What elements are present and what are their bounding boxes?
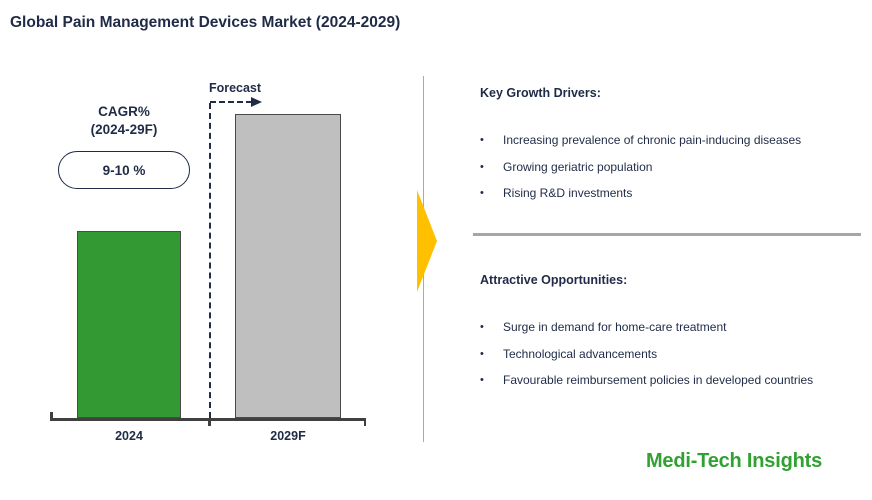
x-axis bbox=[50, 418, 366, 421]
x-label-2024: 2024 bbox=[115, 429, 143, 443]
bullet-icon: • bbox=[480, 321, 484, 333]
bar-2024 bbox=[77, 231, 181, 418]
section-heading-attractive-opportunities: Attractive Opportunities: bbox=[480, 273, 628, 287]
list-item-text: Technological advancements bbox=[503, 346, 658, 361]
bullet-icon: • bbox=[480, 187, 484, 199]
list-item: • Increasing prevalence of chronic pain-… bbox=[480, 130, 856, 151]
axis-tick-right bbox=[363, 420, 366, 426]
yellow-arrow-icon bbox=[417, 190, 437, 292]
key-growth-drivers-list: • Increasing prevalence of chronic pain-… bbox=[480, 130, 856, 210]
cagr-label-line1: CAGR% bbox=[98, 104, 150, 119]
bullet-icon: • bbox=[480, 374, 484, 386]
list-item-text: Increasing prevalence of chronic pain-in… bbox=[503, 133, 802, 147]
list-item: • Surge in demand for home-care treatmen… bbox=[480, 317, 856, 338]
cagr-label: CAGR% (2024-29F) bbox=[58, 103, 190, 139]
brand-logo: Medi-Tech Insights bbox=[645, 450, 822, 472]
list-item-text: Surge in demand for home-care treatment bbox=[503, 320, 727, 334]
list-item: • Growing geriatric population bbox=[480, 157, 856, 178]
list-item-text: Growing geriatric population bbox=[503, 159, 653, 174]
forecast-dashed-line bbox=[210, 101, 252, 103]
bullet-icon: • bbox=[480, 347, 484, 360]
forecast-boundary-dashed-line bbox=[209, 103, 211, 418]
page-title: Global Pain Management Devices Market (2… bbox=[10, 14, 401, 31]
axis-tick-left bbox=[50, 412, 53, 418]
list-item-text: Rising R&D investments bbox=[503, 186, 633, 200]
cagr-value-pill: 9-10 % bbox=[58, 151, 190, 189]
cagr-value: 9-10 % bbox=[102, 162, 146, 178]
bullet-icon: • bbox=[480, 160, 484, 173]
list-item-text: Favourable reimbursement policies in dev… bbox=[503, 373, 814, 387]
forecast-label: Forecast bbox=[208, 81, 262, 95]
x-label-2029f: 2029F bbox=[270, 429, 306, 443]
list-item: • Rising R&D investments bbox=[480, 183, 856, 204]
section-divider bbox=[473, 233, 861, 236]
bar-2029f bbox=[235, 114, 341, 418]
section-heading-key-growth-drivers: Key Growth Drivers: bbox=[480, 86, 601, 100]
list-item: • Technological advancements bbox=[480, 344, 856, 365]
cagr-label-line2: (2024-29F) bbox=[90, 122, 158, 137]
bullet-icon: • bbox=[480, 134, 484, 146]
forecast-arrowhead-icon bbox=[251, 96, 262, 107]
attractive-opportunities-list: • Surge in demand for home-care treatmen… bbox=[480, 317, 856, 397]
axis-tick-middle bbox=[208, 420, 211, 426]
list-item: • Favourable reimbursement policies in d… bbox=[480, 370, 856, 391]
